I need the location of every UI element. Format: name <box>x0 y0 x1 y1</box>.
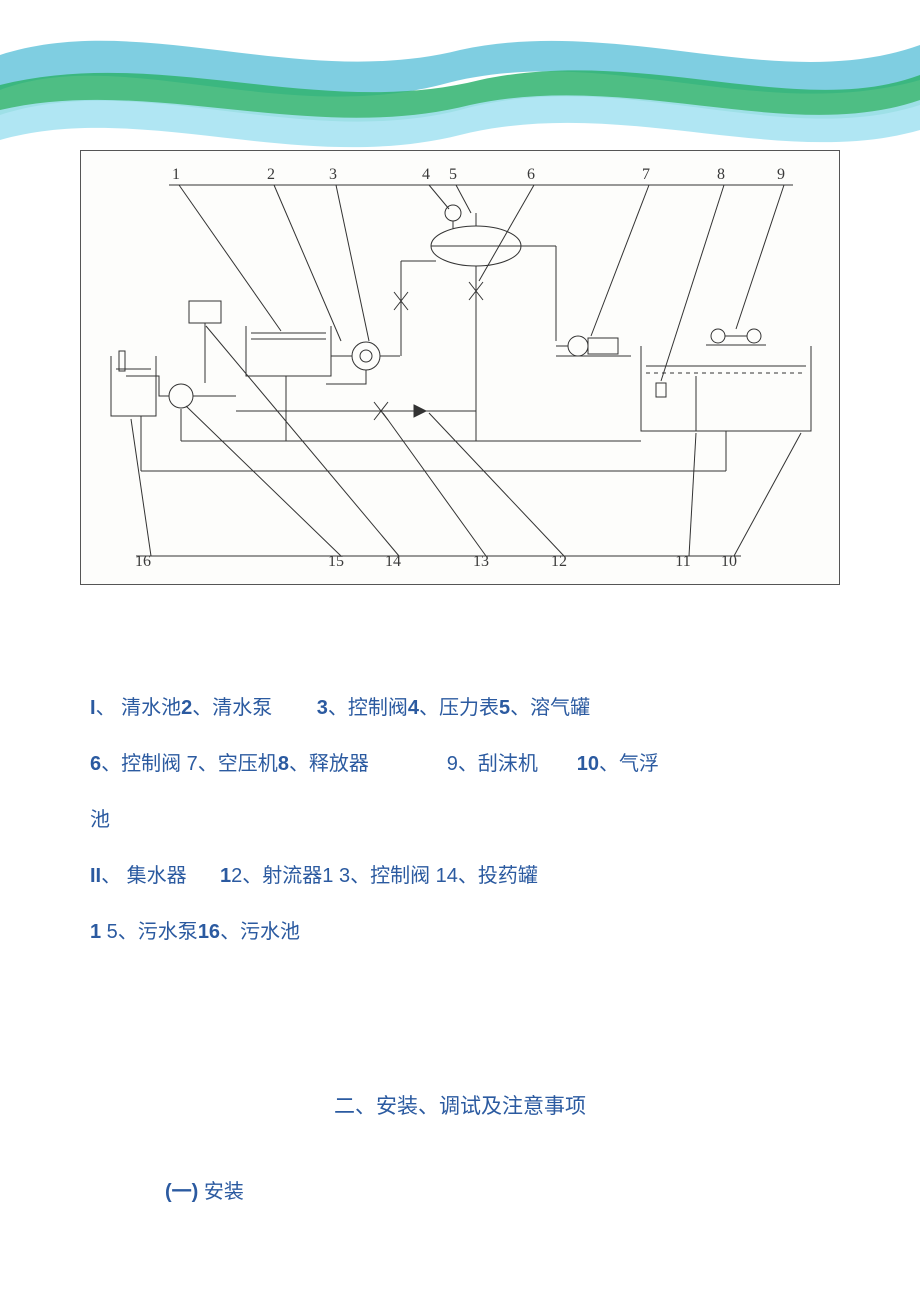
svg-text:12: 12 <box>551 553 567 570</box>
svg-text:8: 8 <box>717 166 725 183</box>
subsection-1: (一) 安装 <box>165 1175 244 1204</box>
svg-text:16: 16 <box>135 553 151 570</box>
flow-diagram: 12345678916151413121110 <box>80 150 840 585</box>
legend-line: I、 清水池2、清水泵 3、控制阀4、压力表5、溶气罐 <box>90 680 830 736</box>
legend-line: 池 <box>90 792 830 848</box>
svg-text:14: 14 <box>385 553 401 570</box>
legend-block: I、 清水池2、清水泵 3、控制阀4、压力表5、溶气罐6、控制阀 7、空压机8、… <box>90 680 830 960</box>
svg-text:1: 1 <box>172 166 180 183</box>
svg-text:10: 10 <box>721 553 737 570</box>
subsection-1-num: (一) <box>165 1181 198 1203</box>
legend-line: II、 集水器 12、射流器1 3、控制阀 14、投药罐 <box>90 848 830 904</box>
svg-text:5: 5 <box>449 166 457 183</box>
svg-text:6: 6 <box>527 166 535 183</box>
svg-text:2: 2 <box>267 166 275 183</box>
svg-text:4: 4 <box>422 166 430 183</box>
svg-text:13: 13 <box>473 553 489 570</box>
svg-text:7: 7 <box>642 166 650 183</box>
svg-text:3: 3 <box>329 166 337 183</box>
subsection-1-text: 安装 <box>198 1181 244 1203</box>
svg-text:9: 9 <box>777 166 785 183</box>
header-swoosh-svg <box>0 0 920 150</box>
svg-text:11: 11 <box>675 553 690 570</box>
page-header <box>0 0 920 150</box>
diagram-svg: 12345678916151413121110 <box>81 151 841 586</box>
legend-line: 1 5、污水泵16、污水池 <box>90 904 830 960</box>
svg-text:15: 15 <box>328 553 344 570</box>
section-heading-install: 二、安装、调试及注意事项 <box>0 1090 920 1120</box>
legend-line: 6、控制阀 7、空压机8、释放器 9、刮沫机 10、气浮 <box>90 736 830 792</box>
